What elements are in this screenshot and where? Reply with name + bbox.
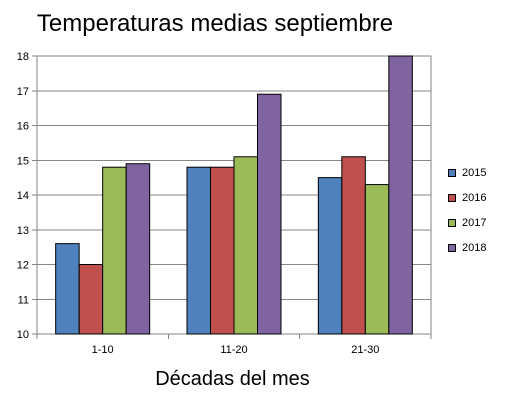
bar-2018-1-10 (125, 163, 151, 335)
bar-2016-21-30 (341, 156, 366, 335)
bar-2017-11-20 (233, 156, 258, 335)
legend-swatch (448, 193, 456, 202)
bar-2015-21-30 (317, 177, 343, 335)
legend-label: 2017 (462, 216, 487, 229)
legend-item-2016: 2016 (448, 185, 504, 210)
bar-2015-11-20 (186, 166, 211, 335)
y-tick-label: 18 (17, 51, 29, 63)
bar-2018-11-20 (257, 93, 282, 335)
legend-label: 2018 (462, 241, 487, 254)
bar-2017-1-10 (102, 166, 127, 335)
legend-item-2017: 2017 (448, 210, 504, 235)
x-tick-label: 21-30 (351, 344, 379, 356)
legend-label: 2015 (462, 166, 487, 179)
y-tick-label: 14 (17, 190, 29, 202)
bar-2018-21-30 (388, 55, 413, 335)
y-tick-label: 15 (17, 155, 29, 167)
bar-2016-1-10 (78, 264, 104, 335)
legend-item-2015: 2015 (448, 160, 504, 185)
y-tick-label: 12 (17, 260, 29, 272)
y-tick-label: 11 (18, 294, 29, 306)
legend-item-2018: 2018 (448, 235, 504, 260)
bar-2017-21-30 (364, 184, 390, 335)
legend-label: 2016 (462, 191, 487, 204)
x-tick-label: 1-10 (92, 344, 114, 356)
y-tick-label: 10 (17, 329, 29, 341)
y-tick-label: 13 (17, 225, 29, 237)
legend-swatch (448, 218, 456, 227)
x-tick-label: 11-20 (220, 344, 247, 356)
legend: 2015 2016 2017 2018 (448, 160, 504, 260)
chart-title: Temperaturas medias septiembre (36, 10, 394, 37)
legend-swatch (448, 168, 456, 177)
y-tick-label: 17 (17, 86, 29, 98)
bar-2015-1-10 (55, 243, 80, 335)
bar-2016-11-20 (210, 166, 235, 335)
legend-swatch (448, 243, 456, 252)
x-axis-label: Décadas del mes (155, 368, 310, 390)
y-tick-label: 16 (17, 121, 29, 133)
